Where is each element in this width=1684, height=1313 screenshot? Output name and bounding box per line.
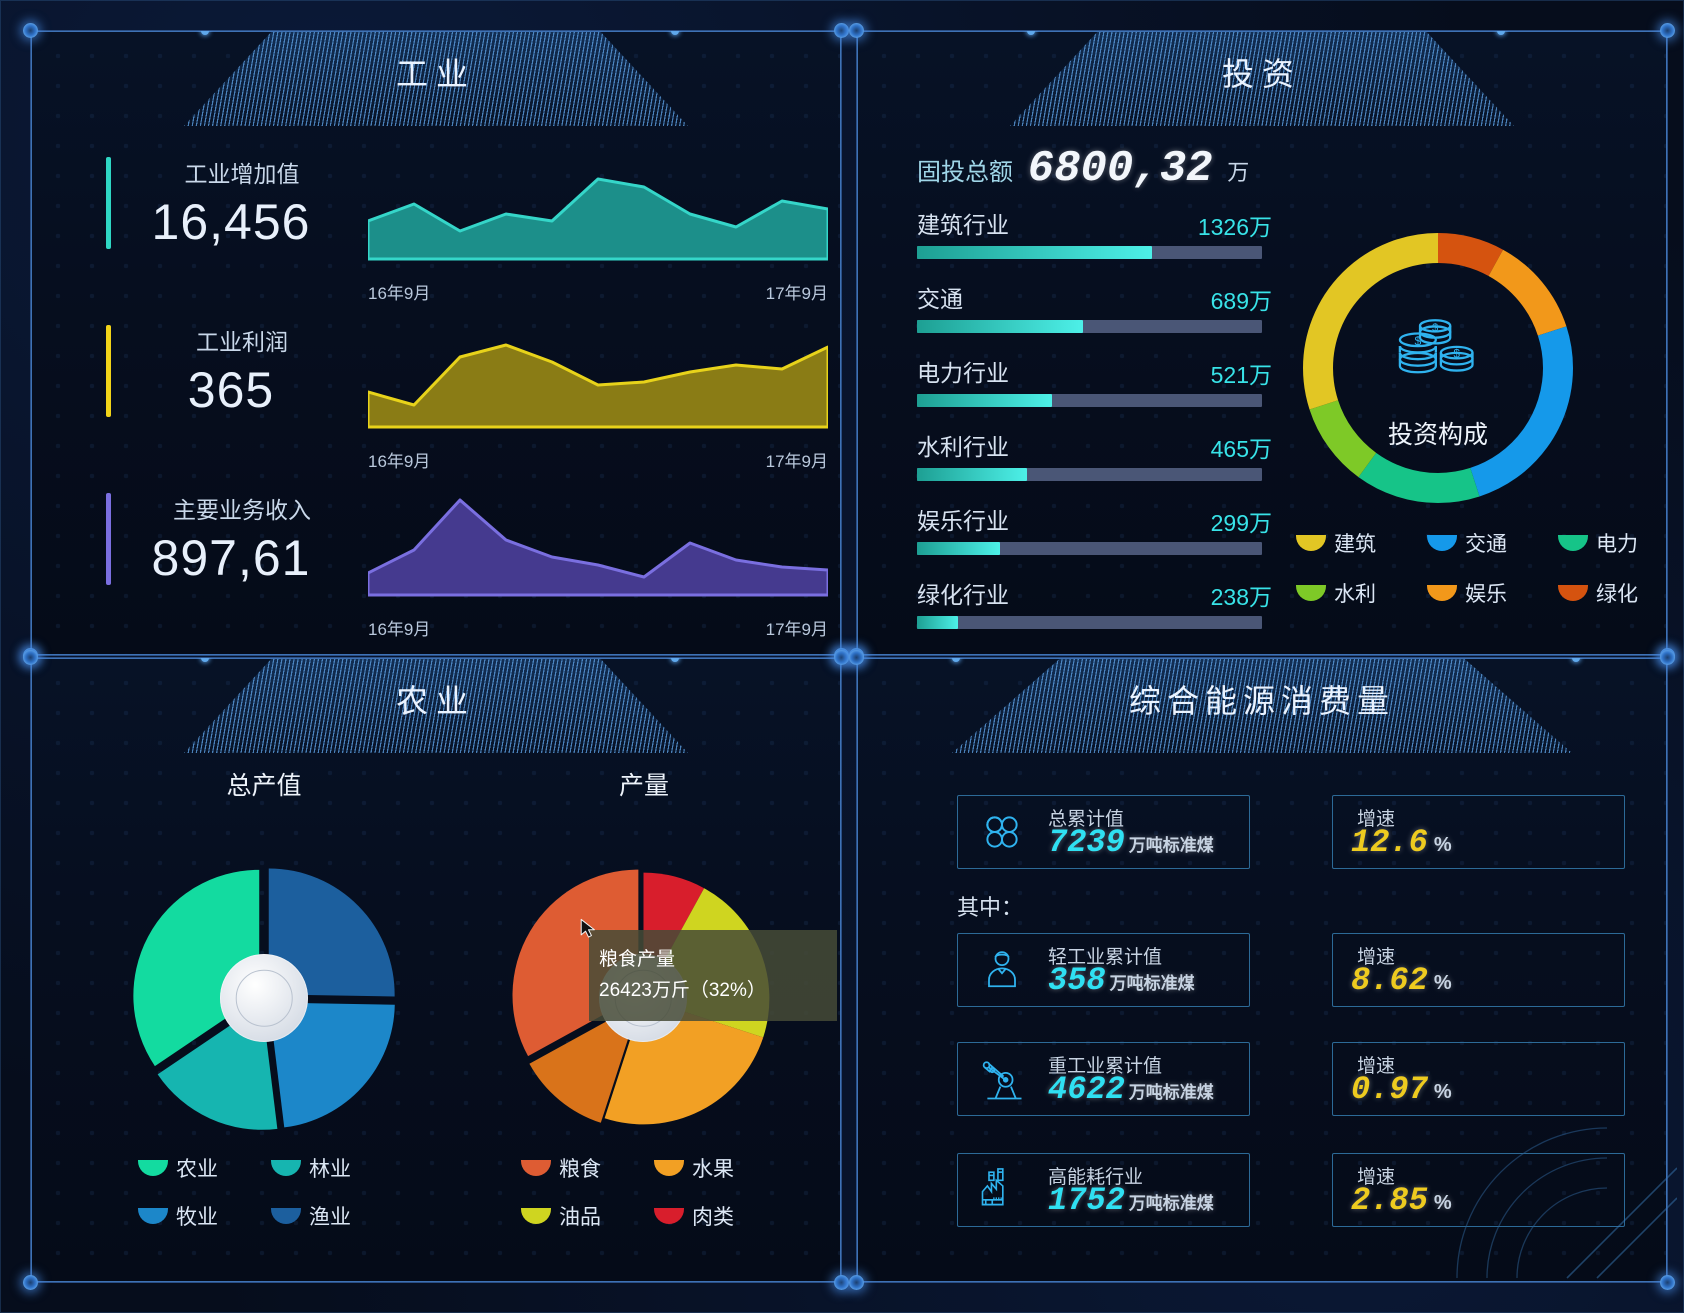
svg-text:$: $ [1453, 348, 1460, 360]
svg-text:$: $ [1432, 322, 1438, 334]
